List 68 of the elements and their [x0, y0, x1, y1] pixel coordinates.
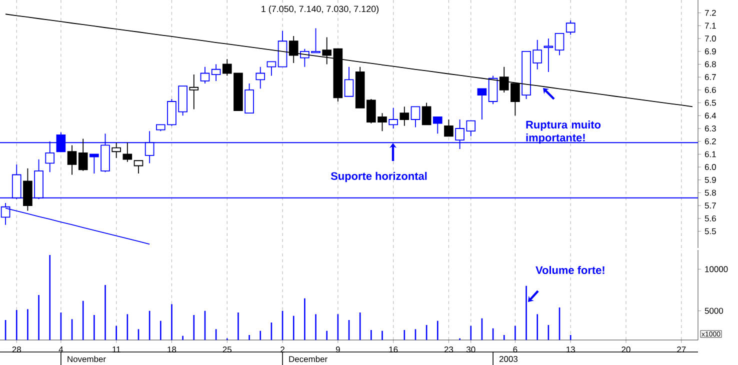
y-tick-label: 7.0 [704, 36, 716, 42]
text: December [289, 356, 328, 362]
x-tick-label: 13 [566, 346, 575, 353]
y-tick-label: 5000 [704, 308, 724, 314]
candlestick [344, 66, 354, 97]
candlestick [432, 116, 442, 134]
candlestick [544, 38, 554, 72]
candlestick [78, 138, 88, 172]
candlestick [256, 66, 266, 90]
annotation: Suporte horizontal [330, 172, 427, 182]
candlestick [477, 88, 487, 120]
x-tick-label: 27 [677, 346, 686, 352]
y-tick-label: 6.2 [704, 138, 716, 144]
x-tick-label: 9 [336, 346, 340, 353]
candlestick [355, 66, 365, 108]
y-tick-label: 6.4 [704, 112, 716, 119]
y-tick-label: 6.3 [704, 126, 716, 132]
x-tick-label: 28 [12, 346, 21, 353]
y-tick-label: 5.8 [704, 190, 716, 196]
y-tick-label: 7.2 [704, 10, 716, 16]
x-tick-label: 30 [466, 346, 476, 353]
candlestick [444, 119, 454, 137]
annotation: Ruptura muito importante! [526, 120, 601, 144]
annotation: Volume forte! [536, 266, 604, 274]
y-tick-label: 6.8 [704, 61, 716, 68]
text: November [68, 356, 106, 362]
text: 2003 [499, 356, 518, 362]
candlestick [566, 20, 576, 36]
candlestick [67, 144, 77, 176]
y-tick-label: 6.7 [704, 74, 716, 80]
x-tick-label: 23 [444, 346, 454, 353]
candlestick [23, 168, 32, 212]
x-tick-label: 18 [168, 346, 176, 353]
y-tick-label: 6.9 [704, 48, 716, 54]
candlestick [122, 142, 132, 162]
candlestick [322, 36, 332, 65]
y-tick-label: 7.1 [704, 22, 716, 29]
x-tick-label: 16 [389, 346, 398, 353]
x-tick-label: 4 [58, 346, 64, 352]
candlestick [410, 106, 420, 128]
x-tick-label: 2 [280, 346, 284, 352]
candlestick [200, 66, 210, 84]
y-tick-label: 10000 [705, 266, 728, 272]
x-tick-label: 6 [513, 346, 518, 353]
candlestick [211, 64, 221, 82]
y-tick-label: 6.5 [704, 100, 716, 106]
text: 1 (7.050, 7.140, 7.030, 7.120) [262, 6, 379, 14]
x-tick-label: 11 [112, 346, 120, 352]
x-tick-label: 25 [222, 346, 232, 353]
y-tick-label: 5.7 [704, 202, 716, 209]
candlestick [134, 160, 144, 174]
candlestick [388, 107, 398, 129]
candlestick [244, 83, 254, 114]
x-tick-label: 20 [622, 346, 630, 353]
candlestick [278, 30, 288, 68]
y-tick-label: 6.0 [704, 164, 716, 170]
candlestick [400, 106, 410, 126]
candlestick [488, 75, 498, 105]
y-tick-label: 5.9 [704, 176, 716, 183]
y-tick-label: 5.5 [704, 228, 716, 234]
y-tick-label: 6.1 [704, 151, 716, 158]
candlestick [266, 61, 276, 76]
candlestick [422, 102, 432, 126]
y-tick-label: 5.6 [704, 215, 716, 222]
candlestick [288, 36, 298, 64]
y-tick-label: 6.6 [704, 86, 716, 93]
candlestick [554, 32, 564, 56]
candlestick [333, 48, 343, 102]
